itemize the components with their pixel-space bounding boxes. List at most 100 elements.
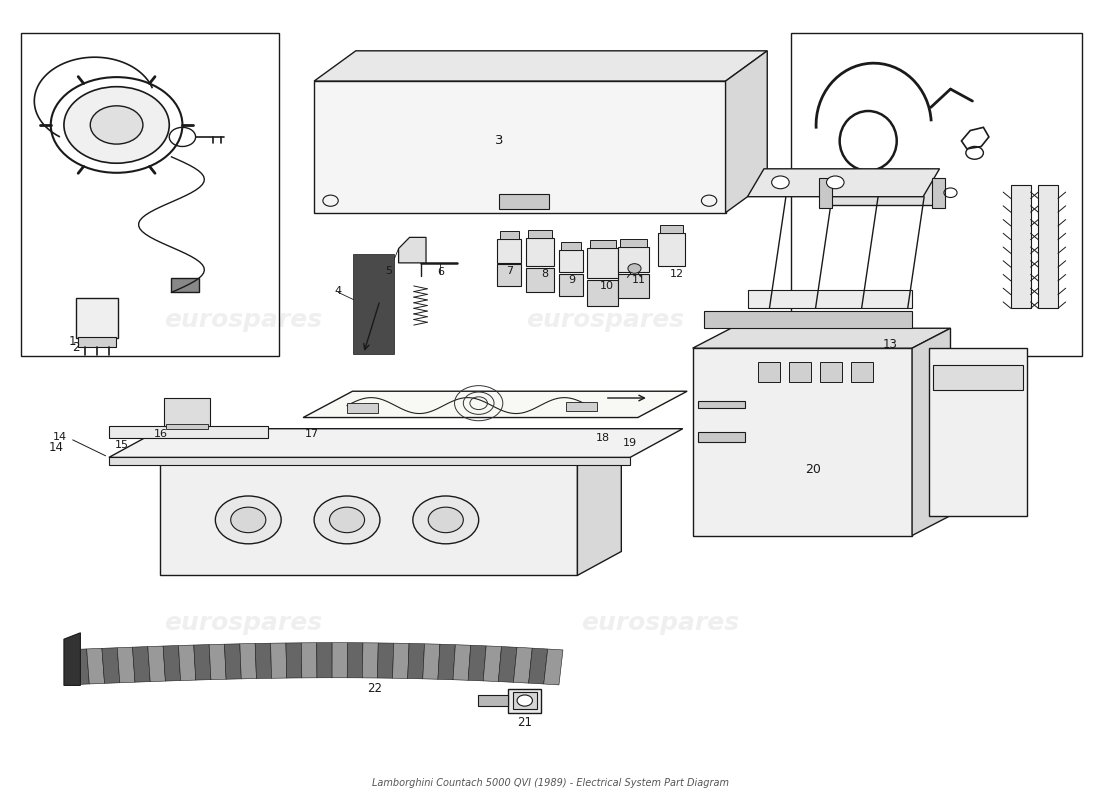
Bar [590,240,616,248]
Text: 7: 7 [506,266,513,276]
Bar [932,178,945,208]
Polygon shape [317,642,332,678]
Polygon shape [453,645,471,680]
Polygon shape [498,646,517,682]
Text: 10: 10 [601,281,614,291]
Bar [660,225,683,233]
Bar [109,426,268,438]
Polygon shape [529,648,548,684]
Polygon shape [543,649,563,685]
Bar [561,242,581,250]
Polygon shape [483,646,502,682]
Bar [172,278,199,292]
Polygon shape [64,633,80,686]
Polygon shape [178,645,196,681]
Bar [352,254,394,354]
Circle shape [330,507,364,533]
Bar [759,362,780,382]
Text: 19: 19 [623,438,637,448]
Bar [618,274,649,298]
Polygon shape [87,648,104,684]
Circle shape [231,507,266,533]
Polygon shape [194,645,211,680]
Bar [587,248,618,278]
Circle shape [771,176,789,189]
Bar [658,233,685,266]
Bar [526,238,554,266]
Bar [620,239,647,247]
Text: 11: 11 [631,275,646,286]
Circle shape [315,496,379,544]
Polygon shape [118,647,135,682]
Circle shape [216,496,282,544]
Bar [1011,185,1031,308]
Polygon shape [72,649,89,685]
Polygon shape [132,646,151,682]
Polygon shape [693,348,912,535]
Text: Lamborghini Countach 5000 QVI (1989) - Electrical System Part Diagram: Lamborghini Countach 5000 QVI (1989) - E… [372,778,728,788]
Polygon shape [301,642,317,678]
Polygon shape [748,169,939,197]
Bar [829,181,934,205]
Bar [526,269,554,292]
Text: 15: 15 [116,441,129,450]
Polygon shape [398,238,426,263]
Polygon shape [109,429,683,458]
Polygon shape [109,458,630,466]
Bar [166,424,208,429]
Polygon shape [698,401,746,408]
Bar [497,239,521,263]
Text: eurospares: eurospares [164,308,322,332]
Polygon shape [102,648,120,683]
Polygon shape [286,643,301,678]
Polygon shape [377,643,394,678]
Bar [499,231,519,239]
Bar [820,362,842,382]
Polygon shape [348,642,363,678]
Bar [513,692,537,710]
Polygon shape [726,51,767,213]
Polygon shape [304,391,688,418]
Polygon shape [912,328,950,535]
Polygon shape [271,643,287,678]
Polygon shape [408,643,425,679]
Polygon shape [209,644,227,680]
Bar [497,265,521,286]
Polygon shape [748,290,912,308]
Text: 3: 3 [495,134,504,147]
Bar [933,365,1023,390]
Polygon shape [163,646,180,681]
Polygon shape [147,646,165,682]
Text: eurospares: eurospares [581,611,739,635]
Polygon shape [698,433,746,442]
Bar [477,695,508,706]
Polygon shape [693,328,950,348]
Text: 18: 18 [595,434,609,443]
Polygon shape [422,644,440,679]
Circle shape [412,496,478,544]
Bar [818,178,832,208]
Bar [164,398,210,426]
Text: 4: 4 [334,286,342,296]
Bar [928,348,1027,515]
Text: 5: 5 [385,266,393,276]
Bar [559,250,583,273]
Polygon shape [362,642,378,678]
Polygon shape [240,643,256,679]
Text: 13: 13 [882,338,898,350]
Text: 1: 1 [69,335,77,348]
Text: 8: 8 [541,269,548,279]
Text: 17: 17 [305,430,319,439]
Circle shape [64,86,169,163]
Polygon shape [332,642,348,678]
Circle shape [628,264,641,274]
Polygon shape [514,647,532,683]
Bar [346,403,377,413]
Polygon shape [578,436,621,575]
Bar [78,337,116,347]
Polygon shape [315,51,767,81]
Text: 16: 16 [154,430,167,439]
Bar [21,34,279,356]
Text: 2: 2 [73,341,79,354]
Bar [566,402,597,411]
